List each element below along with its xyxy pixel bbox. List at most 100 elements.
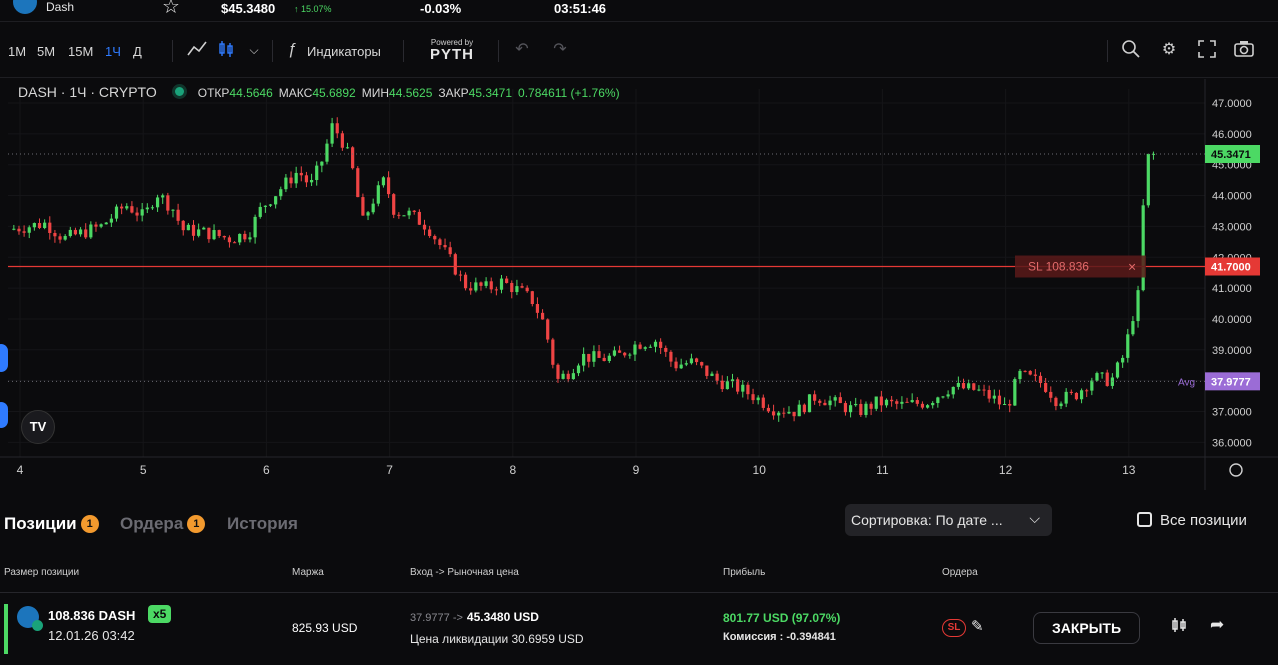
dash-logo-icon xyxy=(17,606,43,631)
close-position-button[interactable]: ЗАКРЫТЬ xyxy=(1033,612,1140,644)
candle-body xyxy=(576,365,581,374)
candle-body xyxy=(807,394,812,413)
candle-body xyxy=(63,236,67,240)
candle-body xyxy=(37,223,42,229)
candle-body xyxy=(381,177,386,186)
candle-body xyxy=(679,364,683,369)
y-tick-label: 36.0000 xyxy=(1212,437,1252,449)
candle-body xyxy=(602,357,606,362)
candle-body xyxy=(890,399,894,402)
candle-body xyxy=(612,350,617,356)
high-key: МАКС xyxy=(278,86,313,100)
panel-handle[interactable] xyxy=(0,344,8,372)
chevron-down-icon[interactable]: ⌵ xyxy=(249,43,259,57)
timeframe-15m[interactable]: 15М xyxy=(68,44,94,59)
redo-icon[interactable]: ↷ xyxy=(553,41,567,58)
candle-body xyxy=(166,195,170,211)
candle-body xyxy=(1059,403,1063,407)
share-arrow-icon[interactable]: ➦ xyxy=(1210,615,1225,634)
checkbox-icon[interactable] xyxy=(1137,512,1152,527)
candle-body xyxy=(1044,382,1048,392)
all-positions-checkbox[interactable]: Все позиции xyxy=(1137,512,1247,529)
indicators-icon[interactable]: ƒ xyxy=(287,41,297,58)
timeframe-5m[interactable]: 5М xyxy=(37,44,56,59)
candle-body xyxy=(397,214,401,216)
y-tick-label: 40.0000 xyxy=(1212,314,1252,326)
line-chart-icon[interactable] xyxy=(185,38,209,62)
camera-icon[interactable] xyxy=(1232,38,1256,62)
settings-gear-icon[interactable]: ⚙ xyxy=(1161,41,1177,58)
undo-icon[interactable]: ↶ xyxy=(515,41,529,58)
candle-body xyxy=(1054,397,1058,407)
candle-body xyxy=(84,229,88,238)
candle-body xyxy=(222,235,226,238)
liquidation-price: Цена ликвидации 30.6959 USD xyxy=(410,632,584,646)
timeframe-1m[interactable]: 1М xyxy=(8,44,27,59)
candle-body xyxy=(1033,374,1037,376)
price-change: ↑ 15.07% xyxy=(294,4,332,14)
funding-timer: 03:51:46 xyxy=(554,1,607,16)
favorite-star-icon[interactable]: ☆ xyxy=(162,0,180,18)
candle-body xyxy=(787,411,791,414)
toolbar-divider xyxy=(403,40,404,62)
candle-body xyxy=(874,396,878,409)
fullscreen-icon[interactable] xyxy=(1195,38,1219,62)
coin-name: Dash xyxy=(46,0,75,14)
candle-body xyxy=(741,384,745,392)
axis-settings-icon[interactable] xyxy=(1229,463,1243,477)
candle-body xyxy=(335,123,339,134)
candlestick-chart[interactable]: SL 108.836 ×Avg47.000046.000045.000044.00… xyxy=(0,79,1278,490)
candle-body xyxy=(17,228,21,232)
candle-body xyxy=(1146,153,1150,206)
candles-icon[interactable] xyxy=(214,38,238,62)
candle-body xyxy=(453,254,457,275)
candle-body xyxy=(1028,370,1032,375)
candle-body xyxy=(68,229,72,237)
live-status-dot-icon xyxy=(174,87,184,96)
chevron-down-icon: ⌵ xyxy=(1029,510,1040,526)
column-margin: Маржа xyxy=(292,567,324,578)
timeframe-1d[interactable]: Д xyxy=(133,44,142,59)
candle-body xyxy=(150,207,155,209)
tradingview-logo-icon[interactable]: TV xyxy=(21,410,55,444)
open-key: ОТКР xyxy=(197,86,230,100)
stop-loss-badge[interactable]: SL xyxy=(942,619,966,637)
candle-body xyxy=(710,373,714,376)
market-price: 45.3480 USD xyxy=(466,610,539,624)
tab-orders[interactable]: Ордера 1 xyxy=(120,514,206,534)
candle-body xyxy=(1064,391,1068,404)
candle-body xyxy=(140,209,144,216)
positions-tabs: Позиции 1 Ордера 1 История Сортировка: По … xyxy=(0,500,1278,548)
candle-body xyxy=(653,341,658,347)
candle-body xyxy=(720,380,724,390)
tab-history[interactable]: История xyxy=(227,514,298,533)
candle-body xyxy=(684,363,688,365)
candle-body xyxy=(181,220,185,231)
candle-body xyxy=(823,402,827,406)
price-chart[interactable]: SL 108.836 × Avg 47.0000 46.0000 45.0000 44.00… xyxy=(0,79,1278,490)
candle-body xyxy=(22,231,26,233)
tab-positions[interactable]: Позиции 1 xyxy=(4,514,99,534)
edit-pencil-icon[interactable]: ✎ xyxy=(971,618,984,635)
candle-body xyxy=(715,373,719,381)
candle-body xyxy=(818,400,822,403)
candle-body xyxy=(561,373,565,379)
zoom-search-icon[interactable] xyxy=(1119,38,1143,62)
candle-body xyxy=(648,346,652,348)
candle-body xyxy=(125,206,129,209)
orders-count-badge: 1 xyxy=(187,515,206,533)
candle-body xyxy=(571,373,575,380)
candle-body xyxy=(782,412,786,414)
candle-body xyxy=(135,212,139,216)
last-price: $45.3480 xyxy=(221,1,276,16)
candle-body xyxy=(833,397,837,401)
sort-select[interactable]: Сортировка: По дате ... ⌵ xyxy=(845,504,1052,536)
indicators-button[interactable]: Индикаторы xyxy=(307,44,381,59)
panel-handle[interactable] xyxy=(0,402,8,428)
table-row: 108.836 DASH x5 12.01.26 03:42 825.93 US… xyxy=(0,600,1278,658)
candle-body xyxy=(843,403,848,413)
candle-body xyxy=(345,147,350,149)
timeframe-1h[interactable]: 1Ч xyxy=(105,44,121,59)
funding-rate: -0.03% xyxy=(420,1,462,16)
chart-position-icon[interactable] xyxy=(1170,616,1188,639)
